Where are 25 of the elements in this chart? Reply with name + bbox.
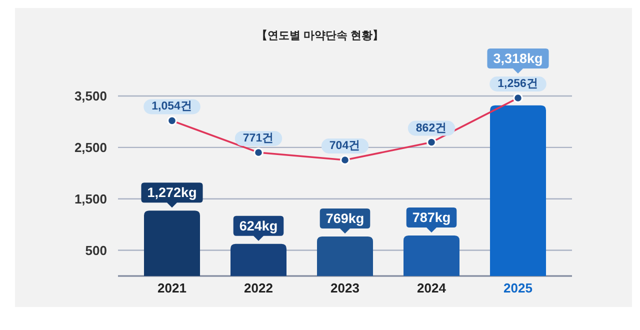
data-label: 624kg [239,218,278,234]
x-tick-label: 2023 [330,280,360,296]
data-label: 862건 [416,121,448,134]
x-tick-label: 2022 [244,280,273,296]
data-label: 787kg [412,210,451,226]
bar [490,105,546,276]
bar [230,244,286,276]
data-label: 1,054건 [152,100,192,113]
y-tick-label: 2,500 [74,140,107,155]
y-tick-label: 500 [85,242,107,258]
y-tick-label: 1,500 [74,191,107,206]
chart-title: 【연도별 마약단속 현황】 [256,29,384,42]
x-tick-label: 2024 [417,280,447,296]
y-tick-label: 3,500 [74,88,107,104]
data-label: 704건 [329,139,361,152]
data-label: 769kg [326,210,364,226]
bar [404,236,460,276]
x-tick-label: 2025 [504,280,532,296]
data-label: 1,272kg [147,185,197,200]
data-label: 771건 [242,131,274,144]
bar [317,236,373,276]
data-label: 3,318kg [493,51,543,66]
bar [144,210,200,276]
x-tick-label: 2021 [158,280,186,296]
data-label: 1,256건 [498,77,538,90]
